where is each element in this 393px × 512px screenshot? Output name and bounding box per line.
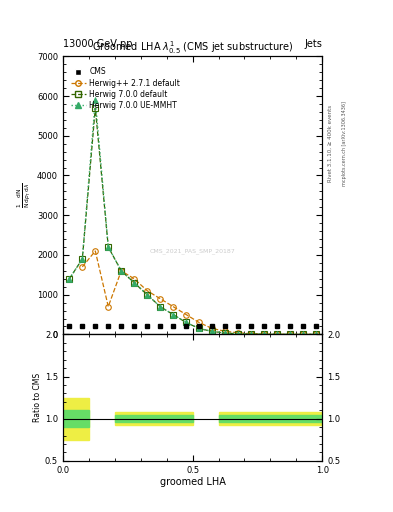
Legend: CMS, Herwig++ 2.7.1 default, Herwig 7.0.0 default, Herwig 7.0.0 UE-MMHT: CMS, Herwig++ 2.7.1 default, Herwig 7.0.…: [68, 64, 183, 113]
Bar: [63, 410, 89, 427]
Bar: [219, 412, 322, 425]
Text: mcplots.cern.ch [arXiv:1306.3436]: mcplots.cern.ch [arXiv:1306.3436]: [342, 101, 347, 186]
Title: Groomed LHA $\lambda^{1}_{0.5}$ (CMS jet substructure): Groomed LHA $\lambda^{1}_{0.5}$ (CMS jet…: [92, 39, 293, 56]
Y-axis label: Ratio to CMS: Ratio to CMS: [33, 373, 42, 422]
Bar: [63, 398, 89, 440]
Text: Rivet 3.1.10, ≥ 400k events: Rivet 3.1.10, ≥ 400k events: [328, 105, 333, 182]
Text: 13000 GeV pp: 13000 GeV pp: [63, 38, 132, 49]
Y-axis label: $\frac{1}{\mathrm{N}}\frac{\mathrm{dN}}{\mathrm{d}p_\mathrm{T}\,\mathrm{d}\lambd: $\frac{1}{\mathrm{N}}\frac{\mathrm{dN}}{…: [16, 182, 33, 208]
X-axis label: groomed LHA: groomed LHA: [160, 477, 226, 487]
Bar: [219, 415, 322, 422]
Text: Jets: Jets: [305, 38, 322, 49]
Bar: [115, 415, 193, 422]
Text: CMS_2021_PAS_SMP_20187: CMS_2021_PAS_SMP_20187: [150, 248, 235, 254]
Bar: [115, 412, 193, 425]
